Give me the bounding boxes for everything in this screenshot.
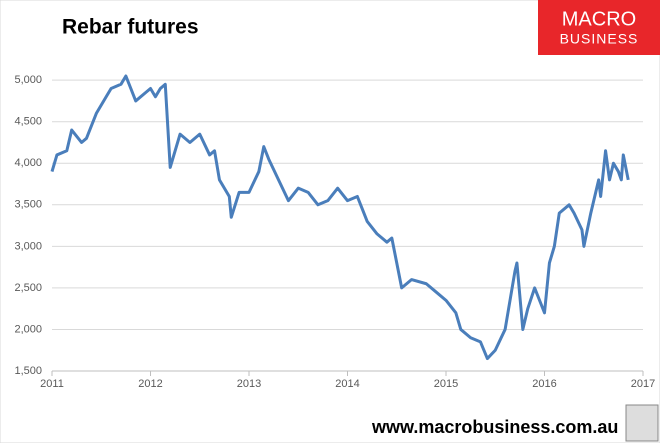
y-tick-label: 3,000 <box>14 240 42 252</box>
y-tick-label: 3,500 <box>14 199 42 211</box>
x-tick-label: 2016 <box>532 378 556 390</box>
x-tick-label: 2015 <box>434 378 458 390</box>
x-tick-label: 2017 <box>631 378 655 390</box>
y-tick-label: 4,000 <box>14 157 42 169</box>
y-tick-label: 1,500 <box>14 365 42 377</box>
x-tick-label: 2012 <box>138 378 162 390</box>
footer-url: www.macrobusiness.com.au <box>371 417 618 437</box>
logo-box <box>538 0 660 55</box>
x-tick-label: 2013 <box>237 378 261 390</box>
y-tick-label: 4,500 <box>14 116 42 128</box>
x-tick-label: 2011 <box>40 378 64 390</box>
y-tick-label: 5,000 <box>14 74 42 86</box>
chart-title: Rebar futures <box>62 16 199 39</box>
y-tick-label: 2,000 <box>14 323 42 335</box>
logo-text: BUSINESS <box>560 31 639 47</box>
logo-text: MACRO <box>562 8 636 30</box>
logo-icon <box>625 404 659 442</box>
line-series <box>50 74 630 361</box>
x-tick-label: 2014 <box>335 378 359 390</box>
y-tick-label: 2,500 <box>14 282 42 294</box>
